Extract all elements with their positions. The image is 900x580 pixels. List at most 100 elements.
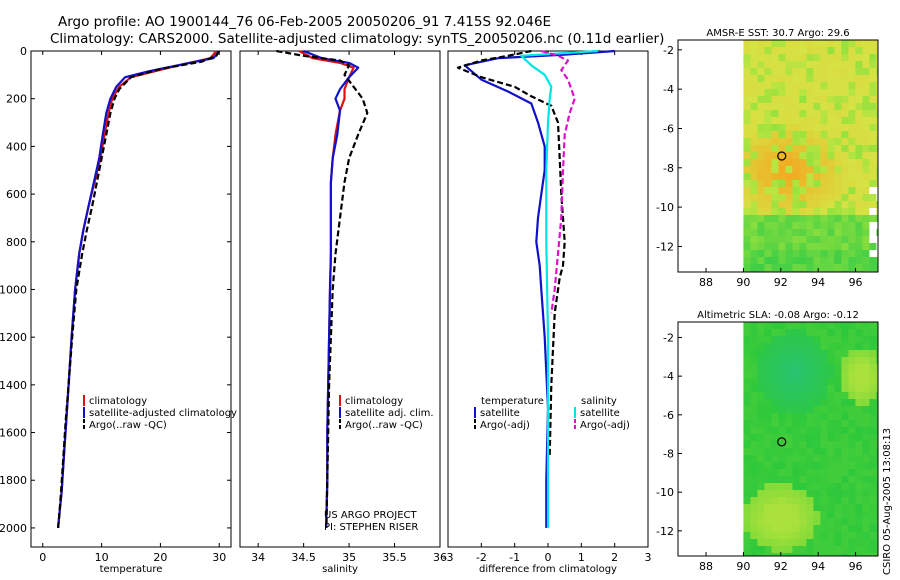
sst-map-cell — [785, 82, 793, 90]
figure-title-line2: Climatology: CARS2000. Satellite-adjuste… — [50, 31, 665, 47]
sla-map-cell — [764, 434, 772, 442]
sst-map-cell — [757, 68, 765, 76]
sla-map-cell — [757, 427, 765, 435]
sst-map-cell — [841, 187, 849, 195]
salinity-xtick-label: 35.5 — [382, 551, 407, 564]
sla-map-cell — [778, 448, 786, 456]
sla-map-cell — [862, 322, 870, 330]
sst-map-cell — [813, 96, 821, 104]
sla-map-cell — [806, 525, 814, 533]
sst-map-cell — [841, 145, 849, 153]
sst-map-cell — [743, 194, 751, 202]
sst-map-cell — [834, 138, 842, 146]
sla-map-cell — [841, 511, 849, 519]
sla-map-cell — [743, 511, 751, 519]
sst-map-cell — [785, 96, 793, 104]
sst-map-cell — [771, 194, 779, 202]
sst-map-cell — [792, 257, 800, 265]
sla-map-cell — [743, 539, 751, 547]
sst-map-cell — [771, 131, 779, 139]
sla-map-cell — [750, 413, 758, 421]
sst-map-cell — [869, 264, 877, 272]
sla-map-cell — [841, 497, 849, 505]
sst-map-cell — [792, 68, 800, 76]
sst-map-cell — [771, 229, 779, 237]
temperature-panel: 0 10 20 30 0 200 400 600 800 1000 1200 1400 1600 1800… — [0, 45, 237, 575]
sst-map-cell — [771, 250, 779, 258]
sst-map-ytick-label: -2 — [663, 44, 674, 57]
sla-map-cell — [771, 448, 779, 456]
sla-map-cell — [778, 546, 786, 554]
sla-map-cell — [827, 378, 835, 386]
sla-map-cell — [806, 385, 814, 393]
sla-map-cell — [757, 420, 765, 428]
sst-map-cell — [743, 187, 751, 195]
sla-map-cell — [827, 357, 835, 365]
sst-map-cell — [799, 236, 807, 244]
sst-map-cell — [869, 229, 877, 237]
sla-map-cell — [869, 399, 877, 407]
sst-map-cell — [757, 145, 765, 153]
sst-map-cell — [764, 40, 772, 48]
sst-map-cell — [785, 159, 793, 167]
sst-map-cell — [848, 215, 856, 223]
sla-map-cell — [771, 371, 779, 379]
sla-map-cell — [855, 546, 863, 554]
sla-map-cell — [785, 455, 793, 463]
sla-map-cell — [876, 497, 879, 505]
sla-map-cell — [855, 420, 863, 428]
sla-map-cell — [771, 476, 779, 484]
sla-map-cell — [778, 385, 786, 393]
sst-map-cell — [827, 187, 835, 195]
sla-map-cell — [806, 546, 814, 554]
salinity-legend-satellite-adj-clim: satellite adj. clim. — [345, 408, 434, 419]
sst-map-cell — [841, 96, 849, 104]
sst-map-cell — [869, 47, 877, 55]
sst-map-cell — [848, 222, 856, 230]
sst-map-cell — [827, 201, 835, 209]
sla-map-cell — [813, 371, 821, 379]
sla-map-cell — [841, 343, 849, 351]
sst-map-cell — [771, 145, 779, 153]
sla-map-cell — [869, 476, 877, 484]
sst-map-cell — [862, 117, 870, 125]
sla-map-cell — [778, 427, 786, 435]
sst-map-cell — [764, 173, 772, 181]
sst-map-cell — [771, 117, 779, 125]
sla-map-cell — [862, 357, 870, 365]
sst-map-cell — [806, 215, 814, 223]
sst-map-cell — [792, 89, 800, 97]
sst-map-cell — [785, 215, 793, 223]
sla-map-cell — [792, 497, 800, 505]
sst-map-cell — [750, 110, 758, 118]
sst-map-cell — [813, 152, 821, 160]
sst-map-cell — [806, 110, 814, 118]
sla-map-cell — [813, 469, 821, 477]
sla-map-cell — [743, 490, 751, 498]
sla-map-cell — [827, 336, 835, 344]
sla-map-cell — [848, 336, 856, 344]
sla-map-cell — [869, 553, 877, 557]
sla-map-cell — [806, 413, 814, 421]
sla-map-cell — [827, 399, 835, 407]
sst-map-cell — [869, 131, 877, 139]
sst-map-cell — [792, 243, 800, 251]
sla-map-cell — [799, 490, 807, 498]
sst-map-cell — [778, 61, 786, 69]
sst-map-cell — [827, 47, 835, 55]
sst-map-cell — [750, 54, 758, 62]
sla-map-cell — [785, 406, 793, 414]
sst-map-cell — [876, 117, 879, 125]
sla-map-cell — [785, 462, 793, 470]
sla-map-cell — [771, 364, 779, 372]
sla-map-cell — [855, 525, 863, 533]
sst-map-cell — [813, 187, 821, 195]
sla-map-cell — [792, 553, 800, 557]
sst-map-cell — [876, 61, 879, 69]
sst-map-cell — [820, 194, 828, 202]
sla-map-cell — [820, 329, 828, 337]
sla-map-cell — [757, 490, 765, 498]
sst-map-cell — [799, 229, 807, 237]
sst-map-cell — [750, 82, 758, 90]
sst-map-cell — [876, 47, 879, 55]
